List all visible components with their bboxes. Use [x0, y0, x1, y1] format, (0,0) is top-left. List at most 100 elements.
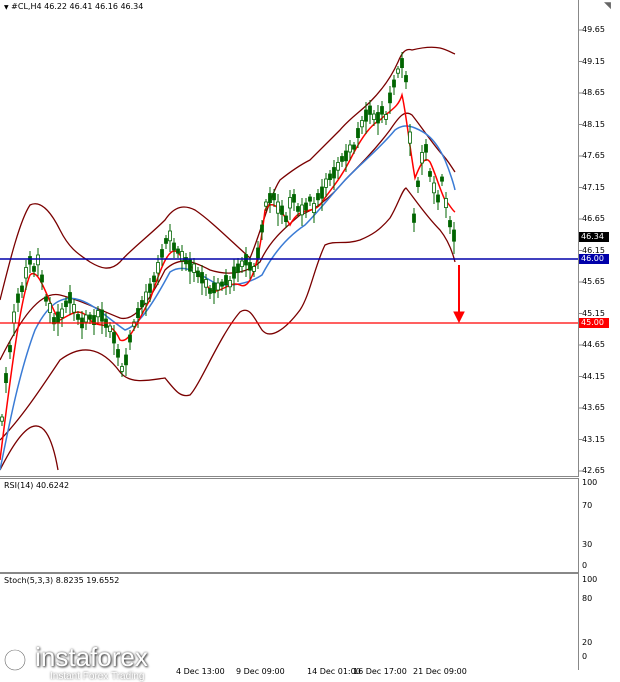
candle-body — [0, 416, 4, 422]
candle-body — [44, 296, 48, 302]
rsi-header: RSI(14) 40.6242 — [4, 481, 70, 490]
candle-body — [348, 144, 352, 153]
candle-body — [448, 220, 452, 228]
candle-body — [32, 266, 36, 272]
time-tick-label: 4 Dec 13:00 — [176, 667, 225, 676]
candle-body — [96, 310, 100, 318]
ma-slow-line — [0, 125, 456, 471]
candle-body — [400, 58, 404, 69]
forecast-arrow — [453, 265, 465, 324]
price-tick-label: 43.15 — [582, 434, 605, 444]
bollinger-lower-left — [0, 425, 59, 471]
candle-body — [412, 213, 416, 223]
candle-body — [392, 79, 396, 88]
price-tick-label: 44.15 — [582, 371, 605, 381]
price-tick-label: 48.65 — [582, 88, 605, 97]
candle-body — [36, 254, 40, 266]
price-chart-panel[interactable] — [0, 0, 579, 477]
candle-body — [368, 105, 372, 115]
candle-body — [108, 325, 112, 332]
candle-body — [184, 257, 188, 265]
candle-body — [20, 285, 24, 292]
candle-body — [252, 266, 256, 272]
candle-body — [408, 131, 412, 144]
candle-body — [4, 373, 8, 384]
candle-body — [308, 196, 312, 202]
current-price-label: 46.34 — [579, 232, 609, 242]
candle-body — [216, 282, 220, 291]
candle-body — [220, 281, 224, 287]
time-tick-label: 9 Dec 09:00 — [236, 667, 285, 676]
candle-body — [12, 311, 16, 324]
rsi-tick-label: 0 — [582, 561, 588, 570]
candle-body — [24, 267, 28, 279]
candle-body — [60, 308, 64, 318]
price-tick-label: 47.15 — [582, 182, 605, 192]
candle-body — [212, 282, 216, 294]
candle-body — [344, 150, 348, 162]
candle-body — [276, 201, 280, 214]
candle-body — [384, 114, 388, 120]
candle-body — [196, 270, 200, 277]
candle-body — [372, 113, 376, 120]
candle-body — [168, 230, 172, 242]
price-tick-label: 48.15 — [582, 119, 605, 129]
price-tick-label: 42.65 — [582, 466, 605, 475]
candle-body — [68, 292, 72, 304]
candle-body — [164, 238, 168, 244]
stoch-tick-label: 20 — [582, 638, 593, 647]
candle-body — [116, 349, 120, 358]
candle-body — [292, 194, 296, 203]
bollinger-lower — [0, 187, 456, 441]
candle-body — [84, 314, 88, 323]
instaforex-logo: instaforex Instant Forex Trading — [3, 642, 148, 682]
candle-body — [192, 263, 196, 273]
corner-arrow-icon[interactable]: ◥ — [604, 1, 611, 11]
candle-body — [432, 182, 436, 194]
candle-body — [304, 202, 308, 211]
rsi-tick-label: 100 — [582, 478, 598, 487]
candle-body — [224, 275, 228, 286]
candle-body — [416, 180, 420, 187]
price-tick-label: 49.15 — [582, 56, 605, 66]
candle-body — [8, 345, 12, 353]
candle-body — [264, 201, 268, 207]
candle-body — [156, 262, 160, 274]
candle-body — [296, 206, 300, 212]
stoch-panel[interactable] — [0, 573, 579, 670]
time-tick-label: 21 Dec 09:00 — [413, 667, 467, 676]
candle-body — [420, 152, 424, 164]
chart-header: ▼ #CL,H4 46.22 46.41 46.16 46.34 — [4, 2, 143, 11]
price-tick-label: 46.15 — [582, 245, 605, 255]
support-level-label: 46.00 — [579, 254, 609, 264]
rsi-panel[interactable] — [0, 478, 579, 573]
candle-body — [440, 176, 444, 182]
candle-body — [268, 193, 272, 204]
candle-body — [92, 315, 96, 326]
rsi-tick-label: 30 — [582, 540, 593, 549]
chart-menu-icon[interactable]: ▼ — [4, 4, 9, 11]
candle-body — [324, 178, 328, 188]
candle-body — [280, 205, 284, 215]
stoch-tick-label: 100 — [582, 575, 598, 584]
candle-body — [340, 156, 344, 162]
candle-body — [288, 197, 292, 209]
candle-body — [160, 249, 164, 258]
candle-body — [232, 266, 236, 279]
candle-body — [284, 215, 288, 222]
logo-tagline: Instant Forex Trading — [50, 670, 145, 682]
candle-body — [452, 229, 456, 242]
candle-body — [100, 309, 104, 322]
candle-body — [52, 317, 56, 325]
candle-body — [88, 314, 92, 320]
target-level-label: 45.00 — [579, 318, 609, 328]
time-tick-label: 14 Dec 01:00 — [307, 667, 361, 676]
candle-body — [236, 263, 240, 273]
candle-body — [316, 193, 320, 201]
candle-body — [136, 308, 140, 319]
candle-body — [16, 293, 20, 303]
candle-body — [204, 279, 208, 288]
candle-body — [72, 304, 76, 313]
candle-body — [428, 171, 432, 177]
price-tick-label: 45.65 — [582, 277, 605, 286]
